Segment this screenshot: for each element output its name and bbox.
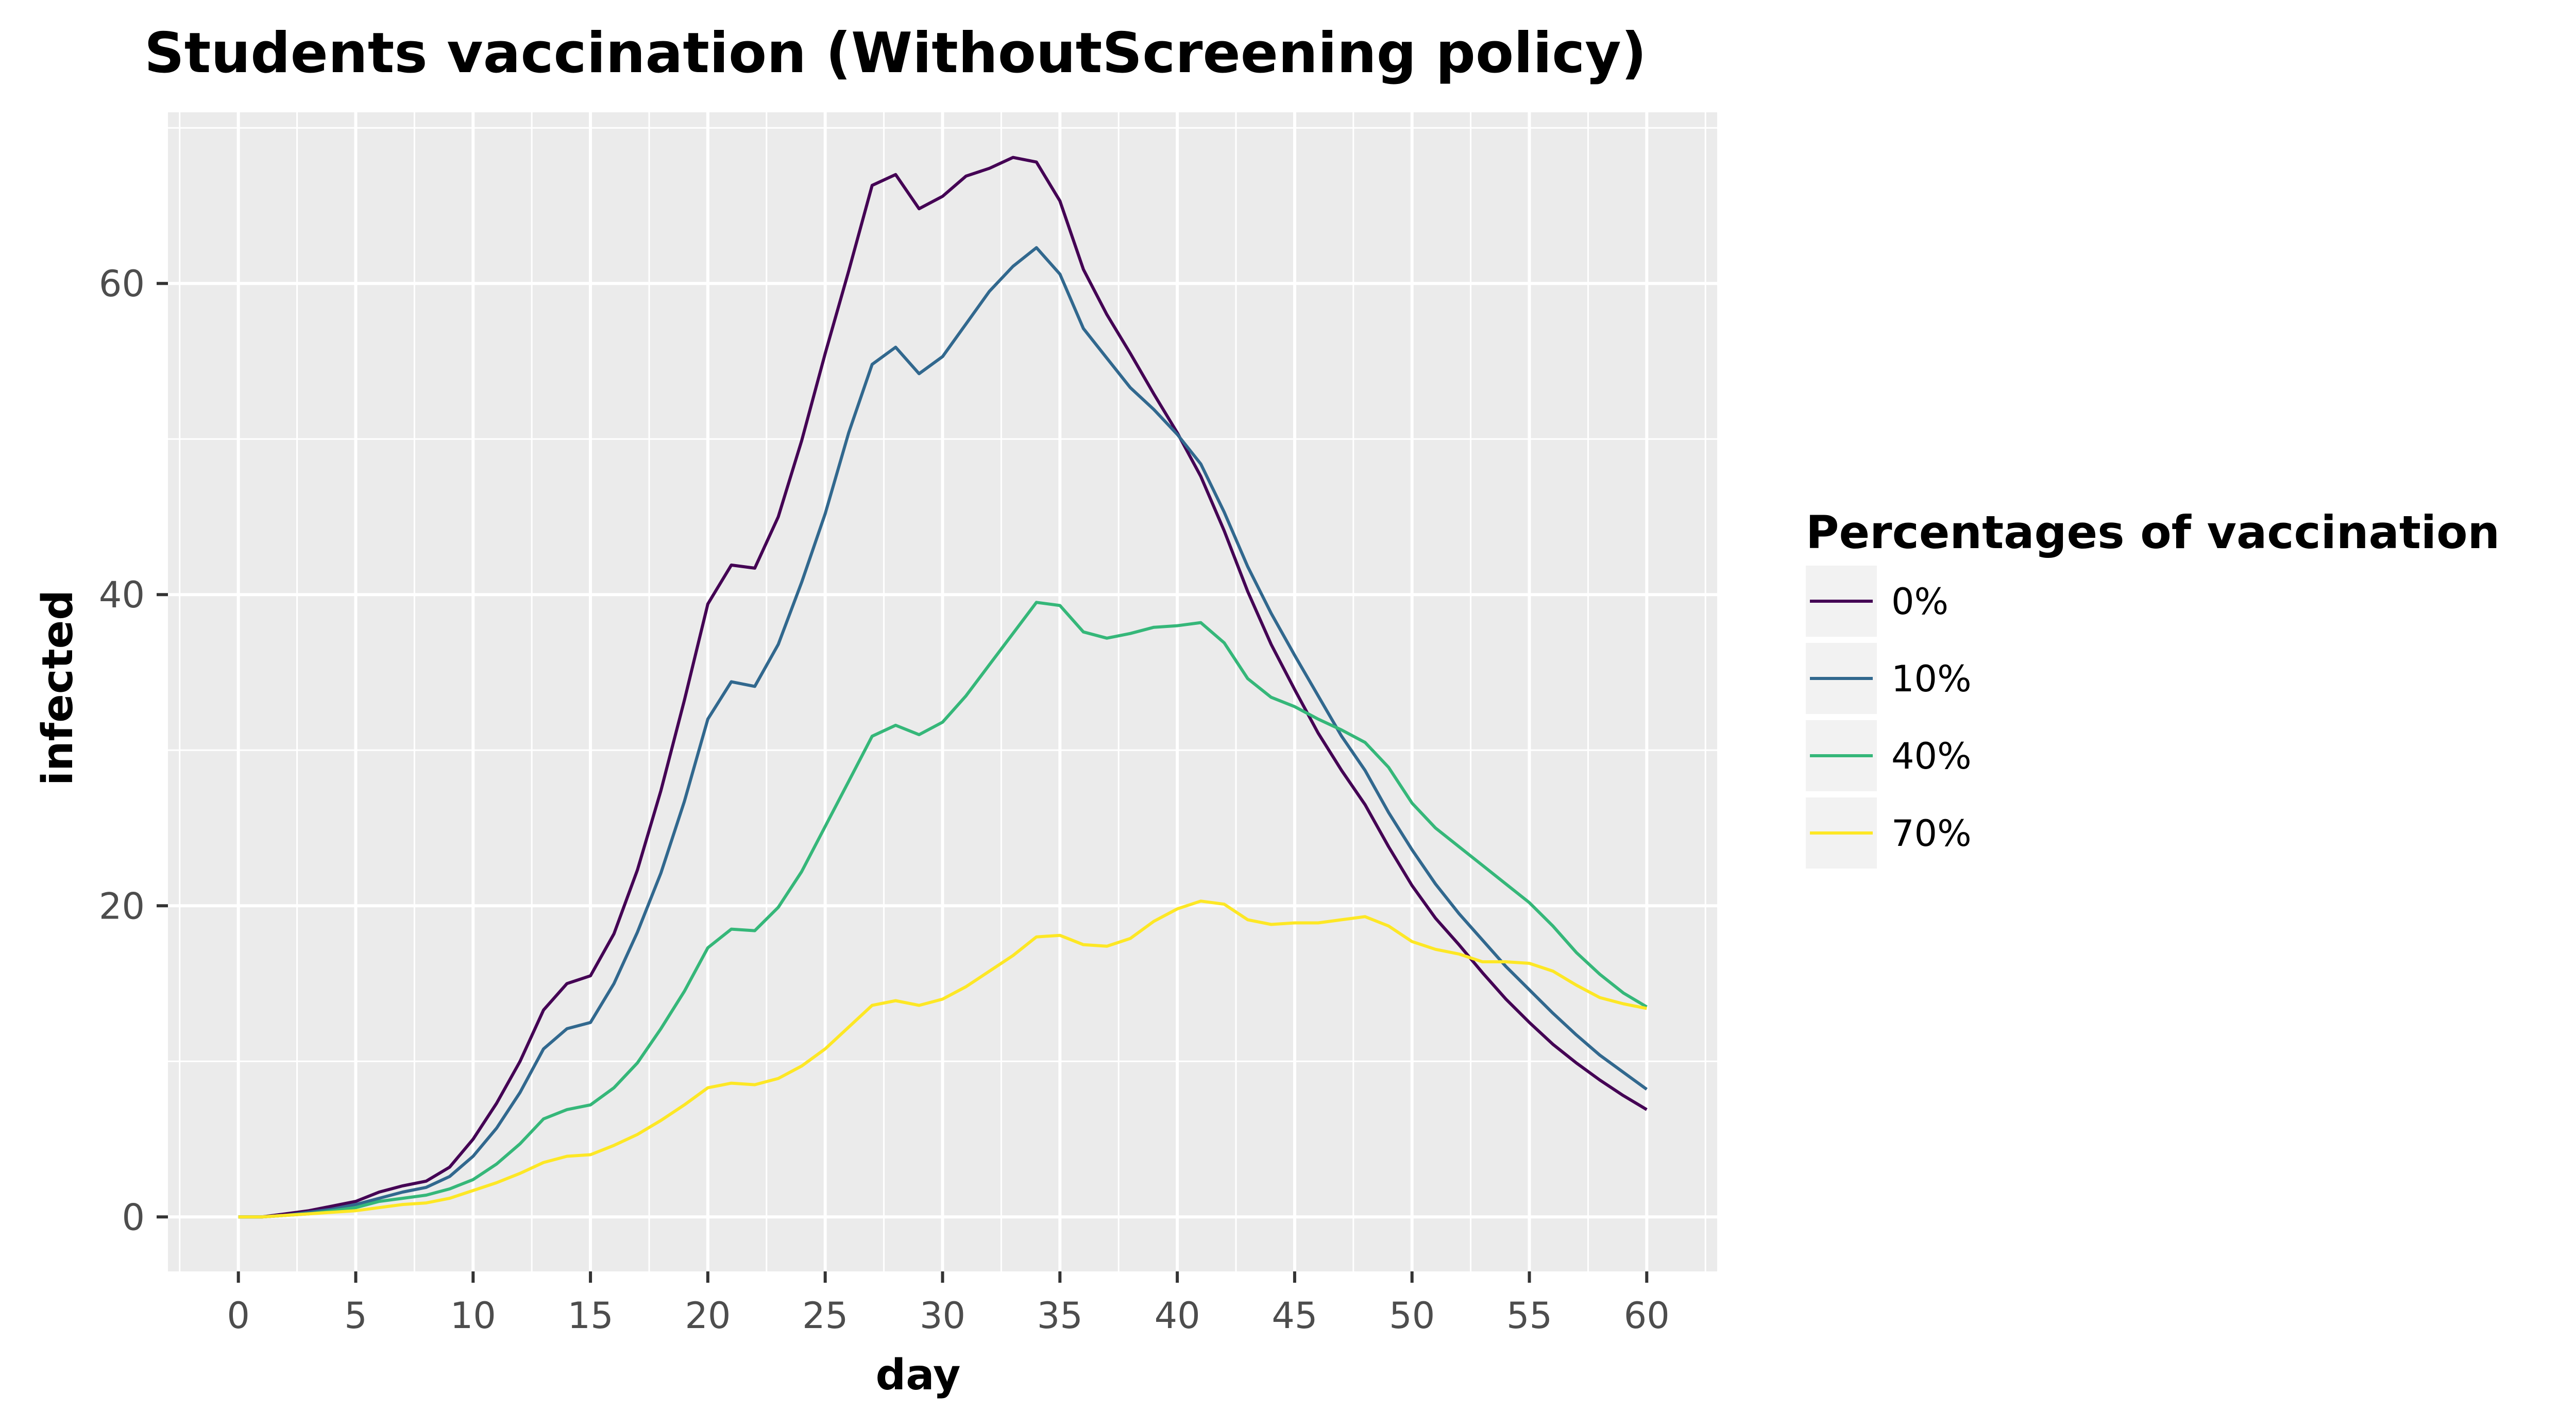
x-tick-label: 50 bbox=[1389, 1295, 1435, 1337]
legend-items: 0% 10% 40% 70% bbox=[1806, 566, 1972, 869]
x-tick-label: 55 bbox=[1506, 1295, 1552, 1337]
x-axis-label: day bbox=[876, 1351, 961, 1400]
x-tick-label: 10 bbox=[450, 1295, 496, 1337]
legend-label: 70% bbox=[1891, 812, 1972, 855]
x-tick-label: 15 bbox=[568, 1295, 614, 1337]
series-line-10pct bbox=[238, 246, 1648, 1219]
x-tick-label: 35 bbox=[1037, 1295, 1083, 1337]
x-tick-label: 5 bbox=[344, 1295, 367, 1337]
x-tick-label: 30 bbox=[920, 1295, 965, 1337]
legend: Percentages of vaccination 0% 10% 40% 70% bbox=[1806, 506, 2500, 869]
x-tick-label: 25 bbox=[802, 1295, 848, 1337]
y-tick-label: 0 bbox=[122, 1196, 145, 1238]
y-tick-label: 60 bbox=[99, 263, 145, 305]
legend-label: 40% bbox=[1891, 735, 1972, 777]
x-axis-tick-labels: 0 5 10 15 20 25 30 35 40 45 50 55 60 bbox=[227, 1295, 1669, 1337]
series-line-0pct bbox=[238, 156, 1648, 1219]
y-tick-label: 40 bbox=[99, 574, 145, 616]
legend-label: 10% bbox=[1891, 658, 1972, 700]
minor-gridlines bbox=[168, 112, 1717, 1271]
x-tick-label: 60 bbox=[1624, 1295, 1670, 1337]
series-line-40pct bbox=[238, 601, 1648, 1219]
series-lines bbox=[238, 156, 1648, 1219]
y-tick-label: 20 bbox=[99, 885, 145, 927]
x-tick-label: 0 bbox=[227, 1295, 250, 1337]
x-tick-label: 20 bbox=[685, 1295, 731, 1337]
legend-label: 0% bbox=[1891, 581, 1948, 623]
y-axis-tick-labels: 0 20 40 60 bbox=[99, 263, 145, 1238]
axis-ticks bbox=[157, 282, 1649, 1283]
x-tick-label: 40 bbox=[1155, 1295, 1200, 1337]
series-line-70pct bbox=[238, 899, 1647, 1219]
x-tick-label: 45 bbox=[1272, 1295, 1317, 1337]
chart-title: Students vaccination (WithoutScreening p… bbox=[144, 21, 1647, 86]
y-axis-label: infected bbox=[33, 590, 82, 786]
legend-title: Percentages of vaccination bbox=[1806, 506, 2500, 559]
